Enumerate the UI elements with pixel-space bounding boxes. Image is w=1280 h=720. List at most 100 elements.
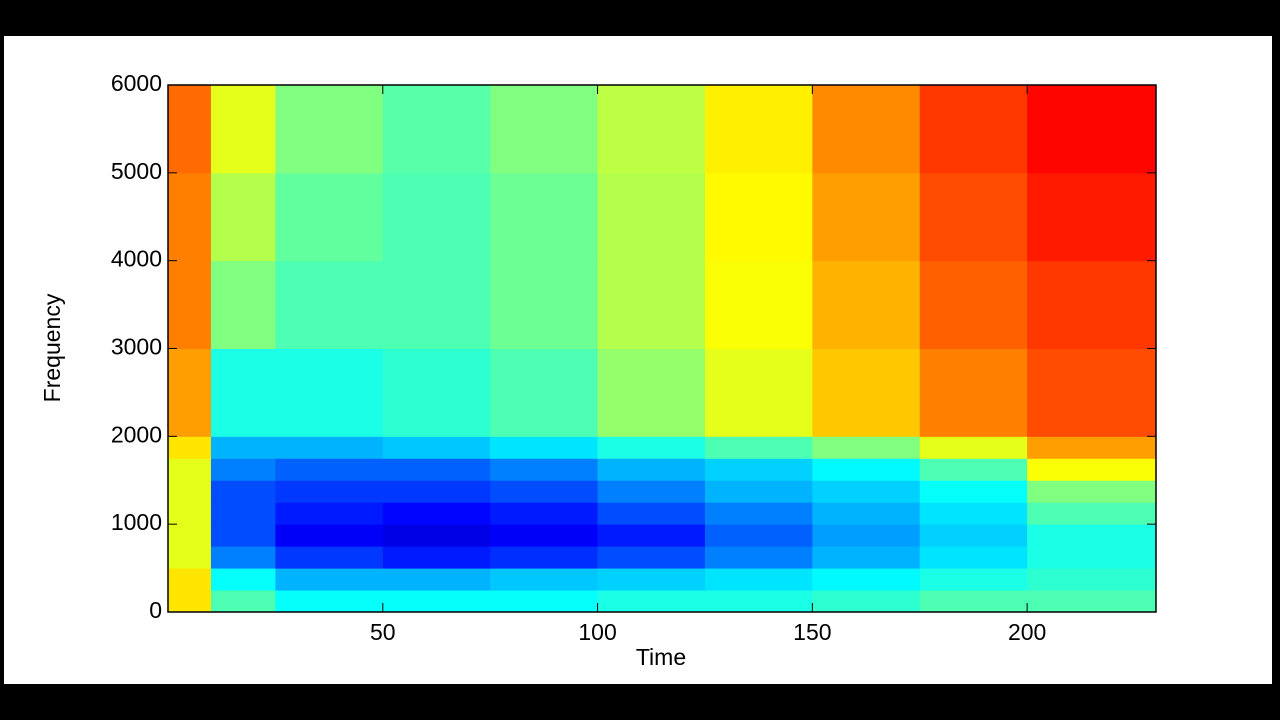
heatmap-cell	[210, 502, 276, 525]
heatmap-cell	[597, 568, 706, 591]
heatmap-cell	[275, 436, 384, 459]
heatmap-cell	[704, 260, 813, 349]
heatmap-cell	[1027, 480, 1157, 503]
heatmap-cell	[704, 480, 813, 503]
heatmap-cell	[490, 458, 599, 481]
heatmap-cell	[704, 85, 813, 174]
heatmap-cell	[168, 348, 212, 437]
heatmap-cell	[704, 524, 813, 547]
heatmap-cell	[704, 436, 813, 459]
heatmap-cell	[919, 502, 1028, 525]
heatmap-cell	[704, 172, 813, 262]
heatmap-cell	[382, 348, 491, 437]
heatmap-cell	[1027, 546, 1157, 569]
heatmap-cell	[210, 568, 276, 591]
heatmap-cell	[919, 348, 1028, 437]
heatmap-cell	[597, 348, 706, 437]
heatmap-cell	[210, 172, 276, 262]
heatmap-cell	[168, 590, 212, 613]
y-tick-label: 5000	[111, 158, 162, 184]
heatmap-cell	[1027, 458, 1157, 481]
heatmap-cell	[1027, 590, 1157, 613]
heatmap-cell	[168, 524, 212, 547]
heatmap-cell	[490, 260, 599, 349]
heatmap-cell	[490, 348, 599, 437]
heatmap-cell	[812, 436, 921, 459]
heatmap-cell	[275, 260, 384, 349]
heatmap-cell	[1027, 436, 1157, 459]
heatmap-cell	[597, 436, 706, 459]
heatmap-cell	[490, 85, 599, 174]
heatmap-cell	[168, 568, 212, 591]
heatmap-cell	[597, 85, 706, 174]
heatmap-cell	[919, 480, 1028, 503]
heatmap-cell	[210, 436, 276, 459]
heatmap-cell	[382, 590, 491, 613]
heatmap-cell	[210, 260, 276, 349]
heatmap-cell	[275, 568, 384, 591]
heatmap-cell	[275, 348, 384, 437]
heatmap-cell	[812, 502, 921, 525]
heatmap-cell	[210, 85, 276, 174]
heatmap-cell	[490, 590, 599, 613]
heatmap-cell	[919, 436, 1028, 459]
heatmap-cell	[382, 568, 491, 591]
y-axis-label: Frequency	[39, 293, 65, 402]
heatmap-cell	[812, 85, 921, 174]
heatmap-cell	[1027, 85, 1157, 174]
heatmap-cell	[1027, 502, 1157, 525]
heatmap-cell	[210, 480, 276, 503]
heatmap-cell	[597, 524, 706, 547]
heatmap-cell	[275, 546, 384, 569]
heatmap-cell	[597, 502, 706, 525]
x-tick-label: 200	[1008, 619, 1046, 645]
heatmap-cell	[704, 568, 813, 591]
heatmap-cell	[168, 85, 212, 174]
heatmap-cell	[490, 568, 599, 591]
heatmap-cell	[382, 172, 491, 262]
heatmap-cell	[704, 590, 813, 613]
heatmap-cell	[919, 172, 1028, 262]
heatmap-cell	[919, 458, 1028, 481]
heatmap-cell	[275, 590, 384, 613]
heatmap-cell	[1027, 348, 1157, 437]
heatmap-cell	[168, 458, 212, 481]
heatmap-cell	[490, 480, 599, 503]
heatmap-cell	[597, 590, 706, 613]
y-tick-label: 2000	[111, 421, 162, 447]
heatmap-cell	[919, 524, 1028, 547]
y-tick-label: 0	[149, 597, 162, 623]
heatmap-cell	[704, 546, 813, 569]
heatmap-cell	[1027, 260, 1157, 349]
heatmap-cell	[490, 502, 599, 525]
heatmap-cell	[382, 436, 491, 459]
heatmap-cell	[275, 172, 384, 262]
heatmap-cell	[382, 480, 491, 503]
heatmap-cell	[382, 546, 491, 569]
x-tick-label: 150	[793, 619, 831, 645]
y-tick-label: 3000	[111, 334, 162, 360]
heatmap-cell	[597, 260, 706, 349]
heatmap-cell	[812, 480, 921, 503]
heatmap-cell	[1027, 172, 1157, 262]
heatmap-cell	[812, 524, 921, 547]
heatmap-cell	[168, 260, 212, 349]
heatmap-cell	[490, 524, 599, 547]
heatmap-cell	[490, 172, 599, 262]
heatmap-cell	[382, 524, 491, 547]
heatmap-cell	[597, 172, 706, 262]
heatmap-cell	[490, 546, 599, 569]
heatmap-cell	[382, 458, 491, 481]
heatmap-cell	[704, 458, 813, 481]
heatmap-cell	[919, 590, 1028, 613]
heatmap-cell	[382, 85, 491, 174]
heatmap-cell	[704, 502, 813, 525]
heatmap-cell	[812, 348, 921, 437]
heatmap-cell	[919, 568, 1028, 591]
x-tick-label: 100	[578, 619, 616, 645]
heatmap-cell	[812, 458, 921, 481]
heatmap-cell	[1027, 524, 1157, 547]
